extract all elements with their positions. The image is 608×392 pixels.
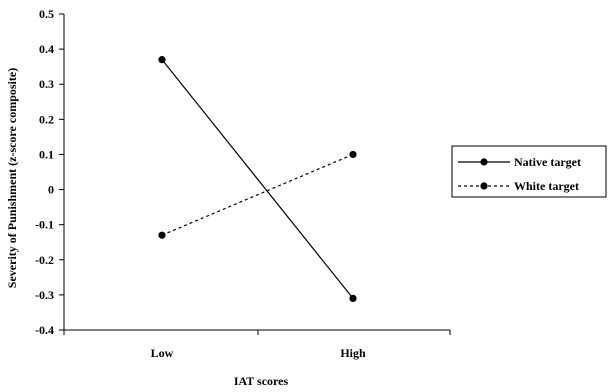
y-tick-label: 0 [48,183,54,197]
series-native-target [158,56,357,302]
x-tick-label: Low [151,346,174,360]
legend-label: White target [514,179,579,193]
y-tick-label: -0.3 [35,288,54,302]
legend-box [451,145,607,198]
y-tick-label: 0.3 [39,77,54,91]
legend: Native target White target [451,145,607,198]
x-axis: Low High [63,329,451,360]
series-layer [158,56,357,302]
legend-marker [480,158,488,166]
y-tick-label: 0.4 [39,42,54,56]
y-tick-label: -0.4 [35,323,54,337]
data-point [349,294,357,302]
y-tick-label: 0.5 [39,7,54,21]
series-white-target [158,150,357,239]
legend-entry: Native target [458,155,581,169]
data-point [158,231,166,239]
legend-marker [480,182,488,190]
y-tick-label: 0.1 [39,147,54,161]
y-tick-label: 0.2 [39,112,54,126]
x-tick-label: High [340,346,366,360]
y-axis: 0.5 0.4 0.3 0.2 0.1 0 -0.1 -0.2 -0.3 -0.4 [35,7,65,337]
x-axis-title: IAT scores [234,374,289,388]
y-tick-label: -0.1 [35,218,54,232]
series-line [161,59,354,299]
legend-entry: White target [458,179,579,193]
series-line [161,153,354,236]
data-point [158,56,166,64]
y-axis-title: Severity of Punishment (z-score composit… [5,68,19,288]
y-tick-label: -0.2 [35,253,54,267]
legend-label: Native target [514,155,581,169]
data-point [349,150,357,159]
